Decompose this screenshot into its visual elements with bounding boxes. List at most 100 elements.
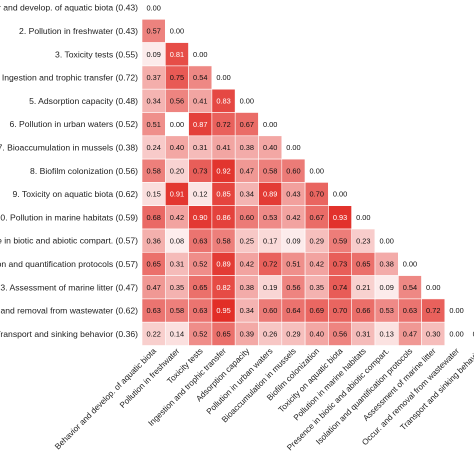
cell-value-10-3: 0.90 bbox=[193, 213, 207, 222]
cell-value-12-8: 0.42 bbox=[310, 260, 324, 269]
cell-value-15-12: 0.47 bbox=[403, 329, 417, 338]
cell-value-8-8: 0.00 bbox=[310, 166, 324, 175]
cell-value-1-1: 0.00 bbox=[146, 3, 160, 12]
cell-value-5-4: 0.83 bbox=[216, 96, 230, 105]
cell-value-11-9: 0.59 bbox=[333, 236, 347, 245]
cell-value-10-9: 0.93 bbox=[333, 213, 347, 222]
cell-value-11-5: 0.25 bbox=[240, 236, 254, 245]
row-labels: 1. Behavior and develop. of aquatic biot… bbox=[0, 3, 138, 339]
cell-value-13-7: 0.56 bbox=[286, 283, 300, 292]
cell-value-13-9: 0.74 bbox=[333, 283, 347, 292]
cell-value-13-12: 0.54 bbox=[403, 283, 417, 292]
row-label-1: 1. Behavior and develop. of aquatic biot… bbox=[0, 3, 138, 13]
cell-value-10-4: 0.86 bbox=[216, 213, 230, 222]
cell-value-13-4: 0.82 bbox=[216, 283, 230, 292]
cell-value-13-10: 0.21 bbox=[356, 283, 370, 292]
cell-value-15-10: 0.31 bbox=[356, 329, 370, 338]
cell-value-15-8: 0.40 bbox=[310, 329, 324, 338]
cell-value-14-7: 0.64 bbox=[286, 306, 300, 315]
heatmap-cell-15-15 bbox=[467, 321, 474, 346]
cell-value-5-3: 0.41 bbox=[193, 96, 207, 105]
row-label-6: 6. Pollution in urban waters (0.52) bbox=[10, 119, 139, 129]
cell-value-2-2: 0.00 bbox=[170, 27, 184, 36]
cell-value-15-11: 0.13 bbox=[379, 329, 393, 338]
cell-value-6-1: 0.51 bbox=[146, 120, 160, 129]
cell-value-4-1: 0.37 bbox=[146, 73, 160, 82]
cell-value-8-2: 0.20 bbox=[170, 166, 184, 175]
cell-value-8-6: 0.58 bbox=[263, 166, 277, 175]
cell-value-2-1: 0.57 bbox=[146, 27, 160, 36]
heatmap-cells: 0.00 0.57 0.00 0.09 0.81 0.00 0.37 0.75 0.54 0.00… bbox=[141, 0, 474, 346]
row-label-9: 9. Toxicity on aquatic biota (0.62) bbox=[13, 189, 139, 199]
cell-value-11-7: 0.09 bbox=[286, 236, 300, 245]
cell-value-6-6: 0.00 bbox=[263, 120, 277, 129]
cell-value-15-2: 0.14 bbox=[170, 329, 184, 338]
cell-value-5-1: 0.34 bbox=[146, 96, 160, 105]
cell-value-11-2: 0.08 bbox=[170, 236, 184, 245]
cell-value-8-3: 0.73 bbox=[193, 166, 207, 175]
cell-value-15-15: 0.00 bbox=[473, 329, 474, 338]
row-label-3: 3. Toxicity tests (0.55) bbox=[55, 49, 138, 59]
cell-value-14-13: 0.72 bbox=[426, 306, 440, 315]
cell-value-11-1: 0.36 bbox=[146, 236, 160, 245]
cell-value-7-2: 0.40 bbox=[170, 143, 184, 152]
cell-value-14-10: 0.66 bbox=[356, 306, 370, 315]
column-label-1: Behavior and develop. of aquatic biota bbox=[53, 346, 158, 451]
row-label-11: 11. Presence in biotic and abiotic compa… bbox=[0, 236, 138, 246]
row-label-2: 2. Pollution in freshwater (0.43) bbox=[19, 26, 138, 36]
cell-value-10-2: 0.42 bbox=[170, 213, 184, 222]
cell-value-15-3: 0.52 bbox=[193, 329, 207, 338]
cell-value-6-5: 0.67 bbox=[240, 120, 254, 129]
cell-value-11-10: 0.23 bbox=[356, 236, 370, 245]
cell-value-7-5: 0.38 bbox=[240, 143, 254, 152]
row-label-4: 4. Ingestion and trophic transfer (0.72) bbox=[0, 73, 138, 83]
cell-value-9-6: 0.89 bbox=[263, 190, 277, 199]
cell-value-11-6: 0.17 bbox=[263, 236, 277, 245]
cell-value-7-3: 0.31 bbox=[193, 143, 207, 152]
cell-value-7-7: 0.00 bbox=[286, 143, 300, 152]
cell-value-10-5: 0.60 bbox=[240, 213, 254, 222]
cell-value-3-1: 0.09 bbox=[146, 50, 160, 59]
cell-value-6-3: 0.87 bbox=[193, 120, 207, 129]
cell-value-10-1: 0.68 bbox=[146, 213, 160, 222]
cell-value-8-1: 0.58 bbox=[146, 166, 160, 175]
cell-value-14-12: 0.63 bbox=[403, 306, 417, 315]
cell-value-5-5: 0.00 bbox=[240, 96, 254, 105]
cell-value-15-4: 0.65 bbox=[216, 329, 230, 338]
cell-value-12-9: 0.73 bbox=[333, 260, 347, 269]
cell-value-11-4: 0.58 bbox=[216, 236, 230, 245]
cell-value-13-11: 0.09 bbox=[379, 283, 393, 292]
cell-value-12-6: 0.72 bbox=[263, 260, 277, 269]
row-label-10: 10. Pollution in marine habitats (0.59) bbox=[0, 212, 138, 222]
cell-value-12-4: 0.89 bbox=[216, 260, 230, 269]
cell-value-13-2: 0.35 bbox=[170, 283, 184, 292]
row-label-8: 8. Biofilm colonization (0.56) bbox=[30, 166, 138, 176]
cell-value-12-3: 0.52 bbox=[193, 260, 207, 269]
row-label-14: 14. Occur. and removal from wastewater (… bbox=[0, 306, 138, 316]
cell-value-4-3: 0.54 bbox=[193, 73, 207, 82]
cell-value-14-11: 0.53 bbox=[379, 306, 393, 315]
cell-value-14-14: 0.00 bbox=[449, 306, 463, 315]
cell-value-12-10: 0.65 bbox=[356, 260, 370, 269]
cell-value-15-5: 0.39 bbox=[240, 329, 254, 338]
cell-value-4-2: 0.75 bbox=[170, 73, 184, 82]
cell-value-13-3: 0.65 bbox=[193, 283, 207, 292]
cell-value-14-1: 0.63 bbox=[146, 306, 160, 315]
cell-value-8-4: 0.92 bbox=[216, 166, 230, 175]
cell-value-15-13: 0.30 bbox=[426, 329, 440, 338]
cell-value-13-8: 0.35 bbox=[310, 283, 324, 292]
cell-value-9-5: 0.34 bbox=[240, 190, 254, 199]
cell-value-9-7: 0.43 bbox=[286, 190, 300, 199]
cell-value-15-6: 0.26 bbox=[263, 329, 277, 338]
cell-value-6-2: 0.00 bbox=[170, 120, 184, 129]
column-label-15: Transport and sinking behavior bbox=[399, 346, 474, 432]
cell-value-15-9: 0.56 bbox=[333, 329, 347, 338]
cell-value-14-5: 0.34 bbox=[240, 306, 254, 315]
cell-value-6-4: 0.72 bbox=[216, 120, 230, 129]
row-label-13: 13. Assessment of marine litter (0.47) bbox=[0, 282, 138, 292]
cell-value-12-7: 0.51 bbox=[286, 260, 300, 269]
cell-value-10-10: 0.00 bbox=[356, 213, 370, 222]
cell-value-13-5: 0.38 bbox=[240, 283, 254, 292]
cell-value-7-6: 0.40 bbox=[263, 143, 277, 152]
cell-value-7-4: 0.41 bbox=[216, 143, 230, 152]
